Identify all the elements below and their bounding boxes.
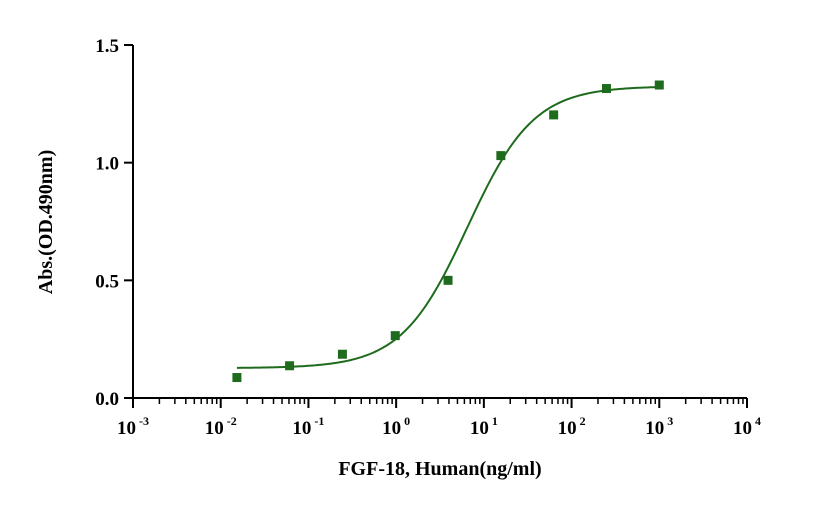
x-tick-exponent: -3 (139, 414, 149, 428)
data-point (232, 373, 242, 383)
x-tick-exponent: 2 (580, 414, 586, 428)
data-point (549, 110, 559, 120)
x-tick-label: 10 3 (645, 414, 673, 439)
x-tick-base: 10 (470, 418, 489, 439)
x-tick-exponent: 4 (755, 414, 761, 428)
data-point (443, 275, 453, 285)
data-point (337, 349, 347, 359)
x-tick-label: 10 -3 (117, 414, 149, 439)
x-tick-base: 10 (382, 418, 401, 439)
y-tick-label: 0.5 (95, 271, 119, 292)
x-axis: 10 -3 10 -2 10 -1 10 0 10 1 10 2 10 3 10 4 (117, 397, 761, 439)
y-tick-label: 1.5 (95, 36, 119, 57)
x-axis-title: FGF-18, Human(ng/ml) (338, 458, 541, 480)
x-tick-base: 10 (645, 418, 664, 439)
x-tick-base: 10 (205, 418, 224, 439)
data-point (654, 80, 664, 90)
data-point (601, 84, 611, 94)
x-tick-base: 10 (733, 418, 752, 439)
y-tick-label: 1.0 (95, 154, 119, 175)
data-points (232, 80, 664, 383)
x-tick-base: 10 (292, 418, 311, 439)
data-point (285, 361, 295, 371)
x-tick-label: 10 2 (558, 414, 586, 439)
y-tick-label: 0.0 (95, 389, 119, 410)
y-axis-title: Abs.(OD.490nm) (35, 150, 57, 294)
data-point (496, 151, 506, 161)
x-tick-exponent: -2 (227, 414, 237, 428)
x-tick-exponent: 0 (404, 414, 410, 428)
x-tick-base: 10 (117, 418, 136, 439)
x-tick-label: 10 -2 (205, 414, 237, 439)
x-tick-exponent: -1 (314, 414, 324, 428)
x-tick-label: 10 -1 (292, 414, 324, 439)
x-tick-label: 10 1 (470, 414, 498, 439)
x-tick-exponent: 1 (492, 414, 498, 428)
x-tick-label: 10 0 (382, 414, 410, 439)
y-axis: 0.0 0.5 1.0 1.5 (95, 36, 134, 410)
x-tick-label: 10 4 (733, 414, 761, 439)
data-point (390, 331, 400, 341)
x-tick-exponent: 3 (667, 414, 673, 428)
fit-curve (236, 86, 660, 369)
x-tick-base: 10 (558, 418, 577, 439)
